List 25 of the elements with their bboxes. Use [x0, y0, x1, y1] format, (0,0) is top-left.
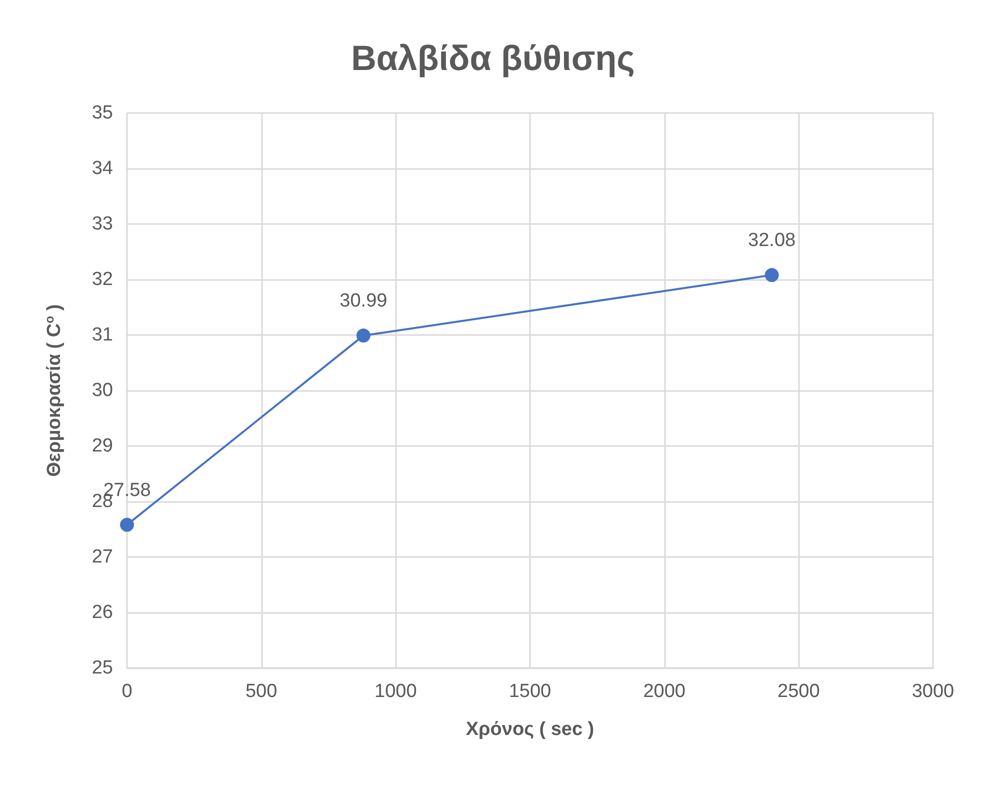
point — [120, 518, 134, 532]
y-tick-label: 31 — [92, 324, 113, 346]
y-axis-title: Θερμοκρασία ( Co ) — [42, 304, 65, 477]
y-tick-label: 29 — [92, 436, 113, 456]
x-tick-label: 2000 — [643, 681, 686, 702]
x-tick-label: 1500 — [508, 681, 552, 702]
y-tick-label: 30 — [92, 380, 113, 401]
y-tick-label: 32 — [92, 269, 113, 290]
chart-title: Βαλβίδα βύθισης — [351, 39, 635, 78]
x-tick-label: 3000 — [912, 681, 954, 702]
data-label: 32.08 — [748, 230, 796, 252]
point — [356, 328, 370, 343]
x-tick-label: 1000 — [374, 681, 417, 702]
x-tick-label: 0 — [122, 681, 132, 702]
point — [764, 268, 779, 282]
y-tick-label: 34 — [92, 158, 114, 179]
data-label: 30.99 — [340, 290, 388, 312]
y-tick-label: 33 — [92, 214, 113, 234]
x-tick-label: 2500 — [778, 681, 820, 702]
y-tick-label: 26 — [92, 602, 113, 623]
x-tick-label: 500 — [245, 681, 278, 702]
x-axis-title: Χρόνος ( sec ) — [466, 719, 594, 740]
y-tick-label: 27 — [92, 546, 113, 568]
y-tick-label: 25 — [92, 658, 113, 678]
y-tick-label: 35 — [92, 102, 113, 124]
